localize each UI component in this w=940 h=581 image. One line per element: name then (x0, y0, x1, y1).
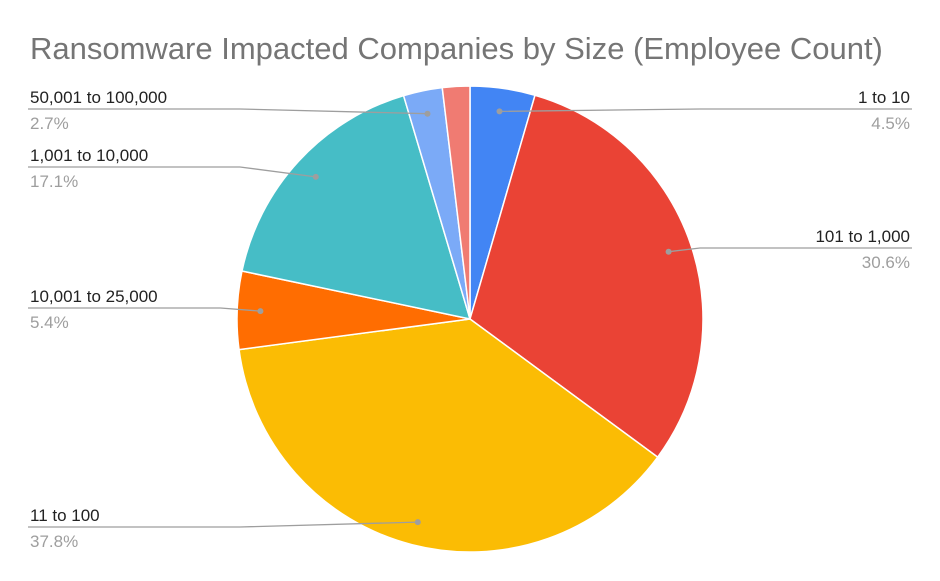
leader-dot-101-to-1-000 (665, 248, 672, 255)
leader-line-11-to-100 (28, 521, 418, 528)
leader-dot-11-to-100 (414, 519, 421, 526)
pie-slice-11-to-100 (238, 318, 659, 553)
slice-label-1-001-to-10-000: 1,001 to 10,000 (30, 146, 148, 165)
slice-label-11-to-100: 11 to 100 (30, 506, 100, 525)
pie-labels: 1 to 10 4.5% 101 to 1,000 30.6% 11 to 100 37.… (28, 88, 912, 551)
leader-line-10-001-to-25-000 (28, 307, 261, 312)
pie-slices (236, 85, 704, 553)
slice-percent-50-001-to-100-000: 2.7% (30, 114, 69, 133)
slice-label-10-001-to-25-000: 10,001 to 25,000 (30, 287, 158, 306)
slice-percent-1-to-10: 4.5% (871, 114, 910, 133)
slice-percent-10-001-to-25-000: 5.4% (30, 313, 69, 332)
slice-percent-1-001-to-10-000: 17.1% (30, 172, 78, 191)
pie-slice-1-001-to-10-000 (241, 94, 472, 320)
slice-percent-101-to-1-000: 30.6% (862, 253, 910, 272)
chart-title: Ransomware Impacted Companies by Size (E… (30, 31, 883, 66)
leader-line-101-to-1-000 (668, 247, 912, 253)
leader-dot-1-to-10 (496, 108, 503, 115)
leader-line-1-001-to-10-000 (28, 166, 316, 178)
pie-slice-101-to-1-000 (469, 94, 704, 459)
leader-dot-10-001-to-25-000 (257, 308, 264, 315)
leader-dot-50-001-to-100-000 (424, 110, 431, 117)
slice-label-101-to-1-000: 101 to 1,000 (815, 227, 910, 246)
slice-label-1-to-10: 1 to 10 (858, 88, 910, 107)
pie-slice-other (441, 85, 471, 320)
slice-label-50-001-to-100-000: 50,001 to 100,000 (30, 88, 167, 107)
leader-line-1-to-10 (499, 108, 912, 113)
leader-dot-1-001-to-10-000 (312, 173, 319, 180)
leader-line-50-001-to-100-000 (28, 108, 428, 115)
slice-percent-11-to-100: 37.8% (30, 532, 78, 551)
